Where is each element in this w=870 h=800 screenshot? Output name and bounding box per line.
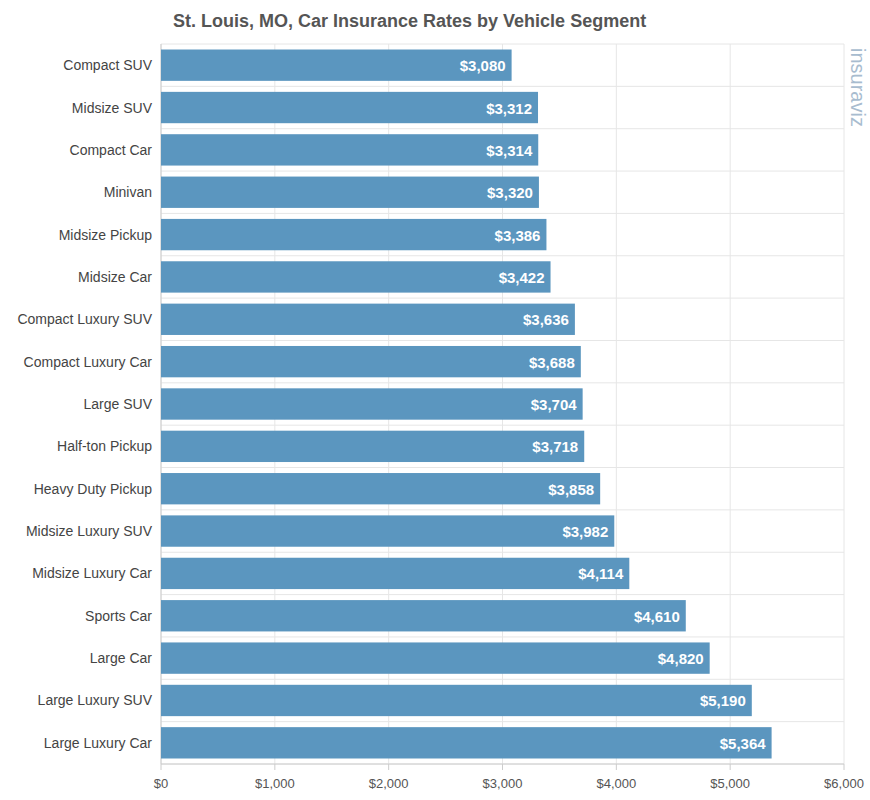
category-label: Large Car [90,650,153,666]
chart: St. Louis, MO, Car Insurance Rates by Ve… [0,0,870,800]
category-label: Compact Luxury SUV [17,311,152,327]
data-label: $3,982 [562,523,608,540]
category-label: Large Luxury Car [44,735,153,751]
grid-line [844,44,845,764]
category-label: Compact Car [70,142,153,158]
category-label: Half-ton Pickup [57,438,152,454]
data-label: $3,704 [531,396,578,413]
bar [161,558,629,589]
bar [161,304,575,335]
bar [161,92,538,123]
bar [161,177,539,208]
category-label: Compact SUV [63,57,152,73]
data-label: $5,190 [700,692,746,709]
tick-label: $6,000 [824,776,864,791]
data-label: $3,636 [523,311,569,328]
bar [161,642,710,673]
tick-mark [730,764,731,770]
data-label: $3,312 [486,100,532,117]
page: {"chart_data": { "type": "bar", "title":… [0,0,870,800]
band-line [161,764,844,765]
category-label: Midsize SUV [72,100,153,116]
data-label: $4,610 [634,608,680,625]
bar [161,134,538,165]
labels: Compact SUV $3,080 Midsize SUV $3,312 Compac… [17,57,766,752]
tick-mark [274,764,275,770]
data-label: $3,080 [460,57,506,74]
category-label: Minivan [104,184,152,200]
tick-mark [161,764,162,770]
bar [161,727,772,758]
data-label: $5,364 [720,735,767,752]
tick-label: $3,000 [483,776,523,791]
tick-mark [388,764,389,770]
data-label: $3,688 [529,354,575,371]
category-label: Midsize Pickup [59,227,153,243]
tick-label: $0 [154,776,168,791]
data-label: $3,314 [486,142,533,159]
tick-mark [616,764,617,770]
watermark: insuraviz [847,48,869,127]
bar [161,685,752,716]
data-label: $4,114 [578,565,624,582]
tick-mark [844,764,845,770]
category-label: Heavy Duty Pickup [34,481,152,497]
bar [161,431,584,462]
tick-label: $5,000 [710,776,750,791]
data-label: $3,718 [532,438,578,455]
tick-label: $1,000 [255,776,295,791]
category-label: Large SUV [84,396,153,412]
bar [161,473,600,504]
category-label: Sports Car [85,608,152,624]
x-axis-line [161,764,844,765]
tick-label: $2,000 [369,776,409,791]
bar [161,50,512,81]
tick-mark [502,764,503,770]
category-label: Compact Luxury Car [24,354,153,370]
category-label: Midsize Car [78,269,152,285]
bar [161,388,583,419]
data-label: $3,386 [495,227,541,244]
category-label: Large Luxury SUV [38,692,153,708]
data-label: $4,820 [658,650,704,667]
data-label: $3,858 [548,481,594,498]
bar [161,346,581,377]
bars [161,50,772,759]
bar [161,600,686,631]
data-label: $3,422 [499,269,545,286]
data-label: $3,320 [487,184,533,201]
title: St. Louis, MO, Car Insurance Rates by Ve… [173,11,646,31]
category-label: Midsize Luxury SUV [26,523,153,539]
grid-line [730,44,731,764]
bar [161,219,546,250]
category-label: Midsize Luxury Car [32,565,152,581]
bar [161,515,614,546]
bar [161,261,551,292]
tick-label: $4,000 [596,776,636,791]
